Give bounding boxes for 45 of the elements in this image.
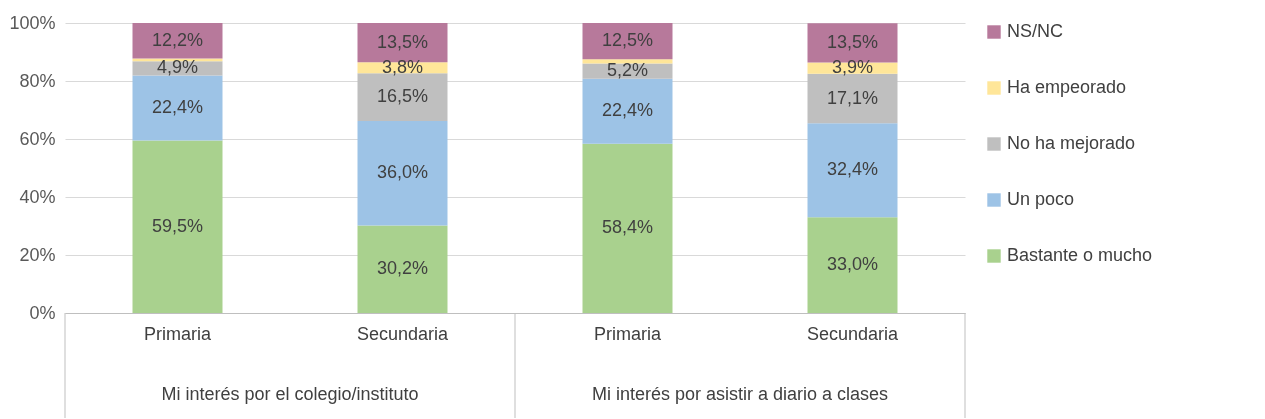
- y-tick-label: 60%: [19, 128, 56, 149]
- legend-label: Bastante o mucho: [1007, 245, 1153, 265]
- y-tick-label: 40%: [19, 186, 56, 207]
- x-tick-label: Secundaria: [806, 323, 900, 344]
- legend-label: No ha mejorado: [1007, 133, 1136, 153]
- data-label: 22,4%: [601, 100, 654, 121]
- data-label: 30,2%: [376, 258, 429, 279]
- bar: [807, 217, 898, 313]
- bar: [807, 123, 898, 218]
- bar: [357, 121, 448, 226]
- bar: [582, 59, 673, 64]
- data-label: 16,5%: [376, 86, 429, 107]
- data-label: 13,5%: [376, 31, 429, 52]
- data-label: 4,9%: [156, 57, 199, 78]
- x-tick-label: Secundaria: [356, 323, 450, 344]
- y-tick-label: 0%: [29, 302, 56, 323]
- data-label: 3,9%: [831, 57, 874, 78]
- bar: [582, 78, 673, 144]
- data-label: 58,4%: [601, 217, 654, 238]
- legend-label: Un poco: [1007, 189, 1075, 209]
- data-label: 12,5%: [601, 30, 654, 51]
- bar: [132, 58, 223, 62]
- y-tick-label: 20%: [19, 244, 56, 265]
- bar: [582, 143, 673, 313]
- data-label: 22,4%: [151, 96, 204, 117]
- text: Mi interés por el colegio/instituto: [161, 384, 419, 404]
- data-label: 59,5%: [151, 215, 204, 236]
- y-tick-label: 80%: [19, 70, 56, 91]
- text: Mi interés por asistir a diario a clases: [591, 384, 889, 404]
- legend-label: NS/NC: [1007, 21, 1064, 41]
- data-label: 33,0%: [826, 254, 879, 275]
- data-label: 13,5%: [826, 31, 879, 52]
- legend-label: Ha empeorado: [1007, 77, 1127, 97]
- bar: [357, 225, 448, 313]
- data-label: 12,2%: [151, 29, 204, 50]
- data-label: 32,4%: [826, 159, 879, 180]
- bar: [132, 75, 223, 141]
- data-label: 17,1%: [826, 87, 879, 108]
- y-tick-label: 100%: [9, 12, 56, 33]
- data-label: 5,2%: [606, 60, 649, 81]
- data-label: 36,0%: [376, 162, 429, 183]
- x-tick-label: Primaria: [143, 323, 212, 344]
- bar: [132, 140, 223, 313]
- data-label: 3,8%: [381, 56, 424, 77]
- x-tick-label: Primaria: [593, 323, 662, 344]
